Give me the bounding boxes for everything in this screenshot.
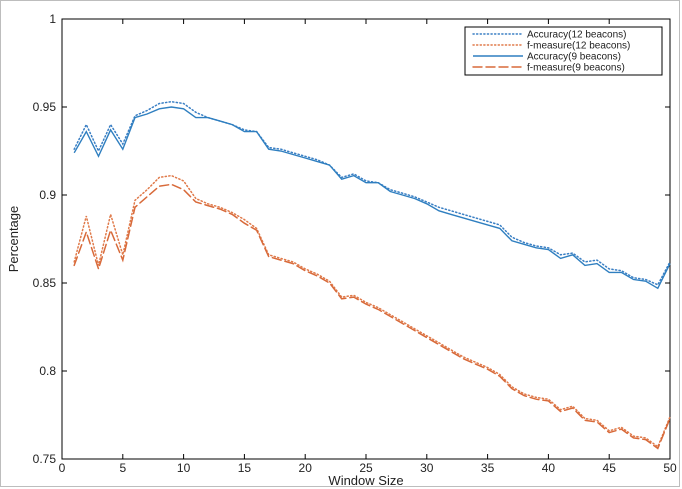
x-tick-label: 20 — [299, 461, 313, 475]
series-line-2 — [73, 174, 671, 448]
legend-label: f-measure(12 beacons) — [527, 41, 630, 52]
legend-box — [464, 26, 663, 76]
plot-area — [61, 18, 671, 460]
y-axis-ticks: 0.75 0.8 0.85 0.9 0.95 1 — [33, 12, 670, 466]
x-axis-ticks: 0 5 10 15 20 25 30 35 40 45 50 — [59, 19, 677, 475]
y-axis-label: Percentage — [6, 206, 21, 273]
x-tick-label: 25 — [359, 461, 373, 475]
series-line-4 — [73, 183, 671, 450]
x-tick-label: 40 — [542, 461, 556, 475]
series-line-1 — [73, 100, 671, 286]
x-tick-label: 45 — [603, 461, 617, 475]
legend-label: Accuracy(12 beacons) — [527, 30, 627, 41]
x-axis-label: Window Size — [328, 473, 403, 488]
legend-label: f-measure(9 beacons) — [527, 63, 625, 74]
y-tick-label: 0.95 — [33, 100, 57, 114]
y-tick-label: 0.8 — [39, 364, 56, 378]
x-tick-label: 0 — [59, 461, 66, 475]
y-tick-label: 1 — [49, 12, 56, 26]
x-tick-label: 30 — [420, 461, 434, 475]
x-tick-label: 15 — [238, 461, 252, 475]
legend: Accuracy(12 beacons)f-measure(12 beacons… — [464, 26, 663, 76]
series-line-3 — [73, 106, 671, 290]
x-tick-label: 5 — [119, 461, 126, 475]
y-tick-label: 0.85 — [33, 276, 57, 290]
y-tick-label: 0.75 — [33, 452, 57, 466]
series-group — [73, 100, 671, 450]
x-tick-label: 35 — [481, 461, 495, 475]
legend-label: Accuracy(9 beacons) — [527, 52, 621, 63]
y-tick-label: 0.9 — [39, 188, 56, 202]
x-tick-label: 10 — [177, 461, 191, 475]
x-tick-label: 50 — [663, 461, 677, 475]
